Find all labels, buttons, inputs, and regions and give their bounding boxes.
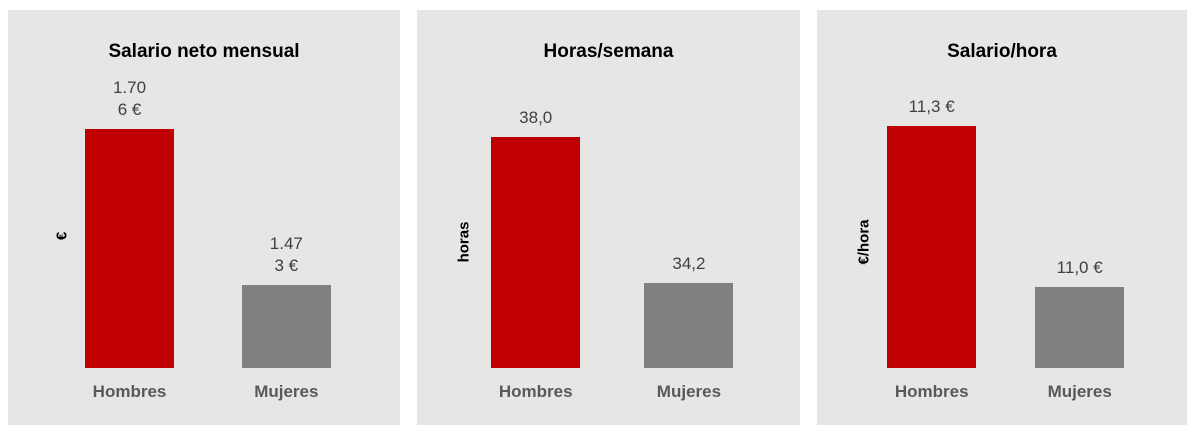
- bar: [491, 137, 581, 368]
- x-tick-label: Mujeres: [254, 382, 319, 401]
- value-label: 11,3 €: [908, 96, 955, 116]
- chart-panel: Salario neto mensual €1.706 € Hombres 1.473…: [8, 10, 400, 425]
- chart-title: Horas/semana: [543, 41, 674, 62]
- y-axis-label: €: [53, 231, 71, 241]
- value-label: 38,0: [519, 108, 553, 128]
- value-label: 1.473 €: [269, 234, 303, 276]
- bar: [1035, 287, 1125, 368]
- y-axis-label: horas: [455, 221, 473, 263]
- x-tick-label: Hombres: [894, 382, 969, 401]
- chart-title: Salario neto mensual: [108, 41, 300, 62]
- x-tick-label: Hombres: [498, 382, 573, 401]
- value-label: 34,2: [672, 254, 706, 274]
- value-label: 11,0 €: [1056, 258, 1103, 278]
- value-label: 1.706 €: [112, 77, 147, 119]
- x-tick-label: Hombres: [92, 382, 167, 401]
- x-tick-label: Mujeres: [656, 382, 722, 401]
- bar: [241, 285, 331, 368]
- bar: [644, 283, 734, 368]
- chart-panel: Horas/semana horas 38,0 Hombres 34,2 Mujeres: [417, 10, 800, 425]
- chart-panel: Salario/hora €/hora 11,3 € Hombres 11,0 € Muj…: [817, 10, 1187, 425]
- bar: [887, 125, 977, 368]
- y-axis-label: €/hora: [855, 219, 873, 265]
- bar: [85, 128, 175, 368]
- chart-title: Salario/hora: [947, 41, 1057, 62]
- x-tick-label: Mujeres: [1047, 382, 1112, 401]
